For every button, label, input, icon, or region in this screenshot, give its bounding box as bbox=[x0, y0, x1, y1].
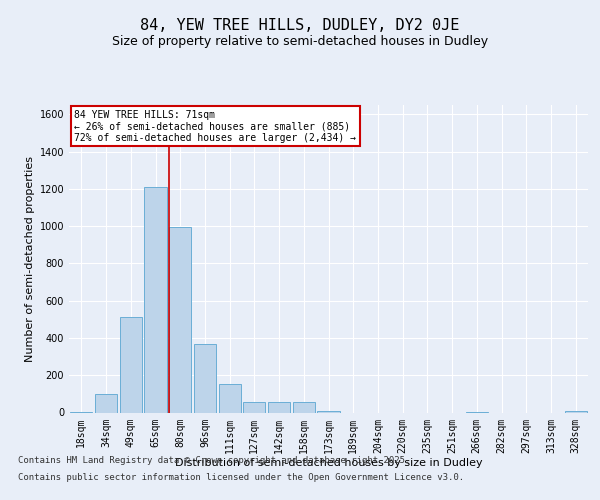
Bar bbox=[145, 187, 167, 412]
Bar bbox=[317, 410, 340, 412]
Bar bbox=[95, 394, 117, 412]
Bar bbox=[169, 227, 191, 412]
X-axis label: Distribution of semi-detached houses by size in Dudley: Distribution of semi-detached houses by … bbox=[175, 458, 482, 468]
Bar bbox=[565, 410, 587, 412]
Y-axis label: Number of semi-detached properties: Number of semi-detached properties bbox=[25, 156, 35, 362]
Bar bbox=[268, 402, 290, 412]
Bar bbox=[119, 318, 142, 412]
Bar bbox=[194, 344, 216, 412]
Bar bbox=[218, 384, 241, 412]
Bar bbox=[293, 402, 315, 412]
Text: 84 YEW TREE HILLS: 71sqm
← 26% of semi-detached houses are smaller (885)
72% of : 84 YEW TREE HILLS: 71sqm ← 26% of semi-d… bbox=[74, 110, 356, 143]
Text: Contains public sector information licensed under the Open Government Licence v3: Contains public sector information licen… bbox=[18, 474, 464, 482]
Text: 84, YEW TREE HILLS, DUDLEY, DY2 0JE: 84, YEW TREE HILLS, DUDLEY, DY2 0JE bbox=[140, 18, 460, 32]
Text: Size of property relative to semi-detached houses in Dudley: Size of property relative to semi-detach… bbox=[112, 35, 488, 48]
Text: Contains HM Land Registry data © Crown copyright and database right 2025.: Contains HM Land Registry data © Crown c… bbox=[18, 456, 410, 465]
Bar bbox=[243, 402, 265, 412]
